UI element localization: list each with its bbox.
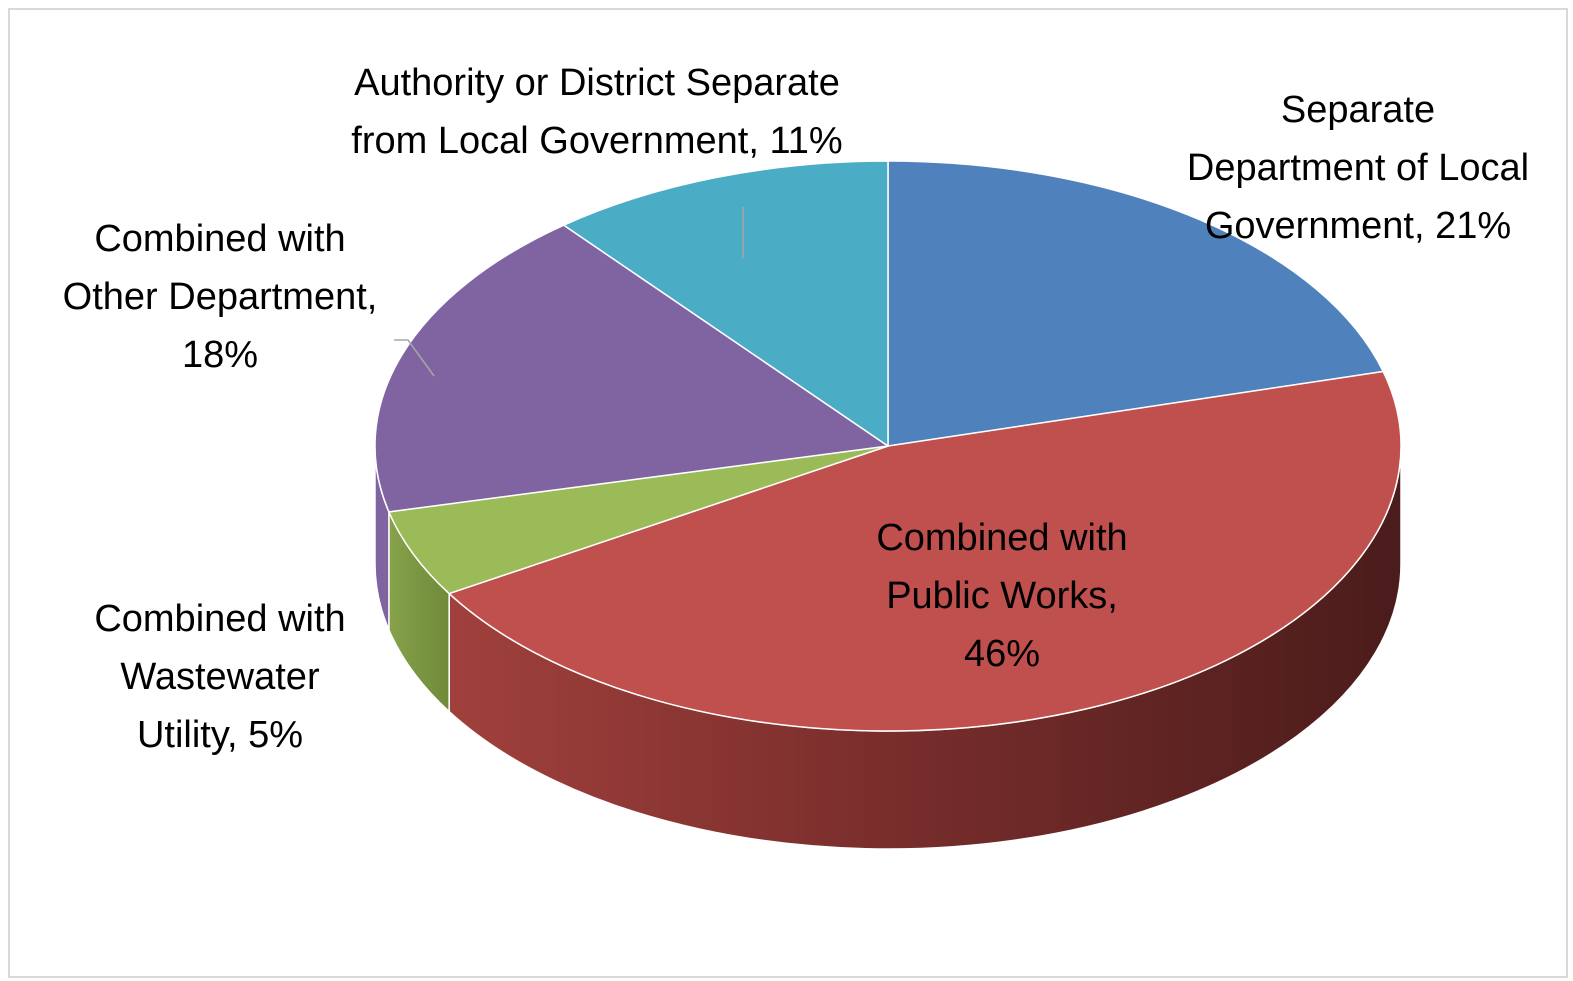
data-label-combined-with-other-department: Combined with Other Department, 18% — [63, 218, 378, 376]
data-label-line: from Local Government, 11% — [351, 120, 842, 162]
data-label-combined-with-public-works: Combined with Public Works, 46% — [876, 517, 1127, 675]
data-label-line: Combined with — [876, 517, 1127, 559]
data-label-line: Government, 21% — [1205, 205, 1511, 247]
data-label-line: Department of Local — [1187, 147, 1529, 189]
leader-line-combined-with-other-department — [394, 339, 435, 377]
data-label-line: Separate — [1281, 89, 1435, 131]
pie-slice-separate-department-of-local-government — [887, 160, 1384, 447]
data-label-line: 18% — [182, 334, 258, 376]
data-label-line: Other Department, — [63, 276, 378, 318]
data-label-line: Wastewater — [120, 656, 320, 698]
leader-lines — [394, 207, 744, 377]
pie-slice-authority-or-district-separate-from-local-government — [562, 160, 889, 447]
data-label-separate-department-of-local-government: Separate Department of Local Government, 2… — [1187, 89, 1529, 247]
pie-slice-combined-with-wastewater-utility — [388, 445, 889, 595]
data-label-line: Combined with — [94, 598, 345, 640]
data-label-line: Authority or District Separate — [354, 62, 840, 104]
pie-tops — [374, 160, 1402, 732]
data-label-line: 46% — [964, 633, 1040, 675]
pie-slice-combined-with-public-works — [448, 370, 1402, 732]
data-labels: Separate Department of Local Government, 2… — [63, 62, 1529, 756]
data-label-line: Utility, 5% — [137, 714, 303, 756]
data-label-line: Public Works, — [886, 575, 1118, 617]
data-label-combined-with-wastewater-utility: Combined with Wastewater Utility, 5% — [94, 598, 345, 756]
pie-slice-combined-with-other-department — [374, 224, 889, 513]
data-label-authority-or-district-separate-from-local-government: Authority or District Separate from Local… — [351, 62, 842, 162]
data-label-line: Combined with — [94, 218, 345, 260]
